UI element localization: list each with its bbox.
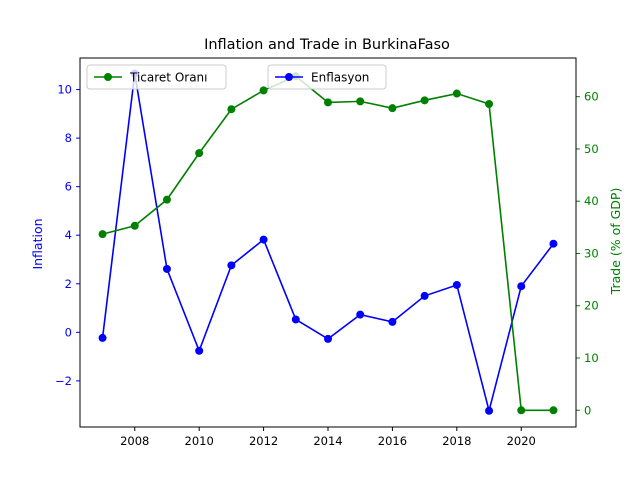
x-tick-label: 2020: [507, 434, 536, 448]
trade-data-point: [195, 149, 204, 158]
x-tick-label: 2008: [120, 434, 149, 448]
right-tick-label: 30: [584, 246, 599, 260]
inflation-data-point: [195, 346, 204, 355]
legend-marker-swatch: [285, 73, 293, 81]
left-tick-label: −2: [55, 374, 72, 388]
inflation-data-point: [324, 334, 332, 343]
inflation-data-point: [356, 310, 365, 319]
trade-data-point: [549, 406, 558, 415]
right-axis-label: Trade (% of GDP): [608, 188, 623, 296]
legend-label: Ticaret Oranı: [129, 71, 208, 85]
inflation-data-point: [227, 261, 236, 270]
x-tick-label: 2012: [249, 434, 278, 448]
inflation-data-point: [162, 264, 171, 273]
inflation-data-point: [98, 333, 107, 342]
left-tick-label: 4: [65, 228, 72, 242]
chart-title: Inflation and Trade in BurkinaFaso: [204, 37, 450, 53]
inflation-data-point: [549, 239, 558, 248]
trade-data-point: [130, 221, 139, 230]
right-tick-label: 20: [584, 299, 599, 313]
legend-box: [267, 64, 387, 90]
inflation-data-point: [259, 235, 268, 244]
right-tick-label: 10: [584, 351, 599, 365]
trade-data-point: [517, 406, 526, 415]
x-tick-label: 2014: [313, 434, 342, 448]
left-axis-label: Inflation: [30, 218, 45, 269]
trade-data-point: [162, 195, 171, 204]
inflation-data-point: [420, 291, 429, 300]
inflation-data-point: [388, 317, 397, 326]
trade-data-point: [259, 86, 268, 95]
trade-data-point: [98, 230, 107, 239]
inflation-data-point: [291, 315, 300, 324]
plot-frame: [79, 57, 577, 428]
x-tick-label: 2010: [185, 434, 214, 448]
inflation-data-point: [485, 406, 494, 415]
x-tick-label: 2018: [442, 434, 471, 448]
right-tick-label: 0: [584, 403, 591, 417]
left-tick-label: 0: [65, 325, 72, 339]
left-tick-label: 6: [65, 180, 72, 194]
trade-data-point: [356, 97, 365, 106]
x-tick-label: 2016: [378, 434, 407, 448]
legend-marker-swatch: [104, 73, 112, 81]
legend: Enflasyon: [267, 64, 387, 90]
plot-area: 2008 2010 2012 2014 2016 2018 2020 −2 0 2 4 6 8 10 0 10…: [55, 57, 599, 448]
right-tick-label: 60: [584, 90, 599, 104]
left-tick-label: 10: [57, 83, 72, 97]
left-tick-label: 8: [65, 131, 72, 145]
inflation-data-point: [452, 280, 461, 289]
legend-label: Enflasyon: [311, 71, 369, 85]
trade-data-point: [452, 89, 461, 98]
trade-data-point: [420, 96, 429, 105]
trade-data-point: [324, 98, 332, 107]
right-tick-label: 50: [584, 142, 599, 156]
right-tick-label: 40: [584, 194, 599, 208]
left-tick-label: 2: [65, 277, 72, 291]
trade-data-point: [388, 104, 397, 113]
trade-data-point: [227, 105, 236, 114]
trade-data-point: [485, 99, 494, 108]
inflation-data-point: [517, 282, 526, 291]
legend-box: [86, 64, 227, 90]
legend: Ticaret Oranı: [86, 64, 227, 90]
